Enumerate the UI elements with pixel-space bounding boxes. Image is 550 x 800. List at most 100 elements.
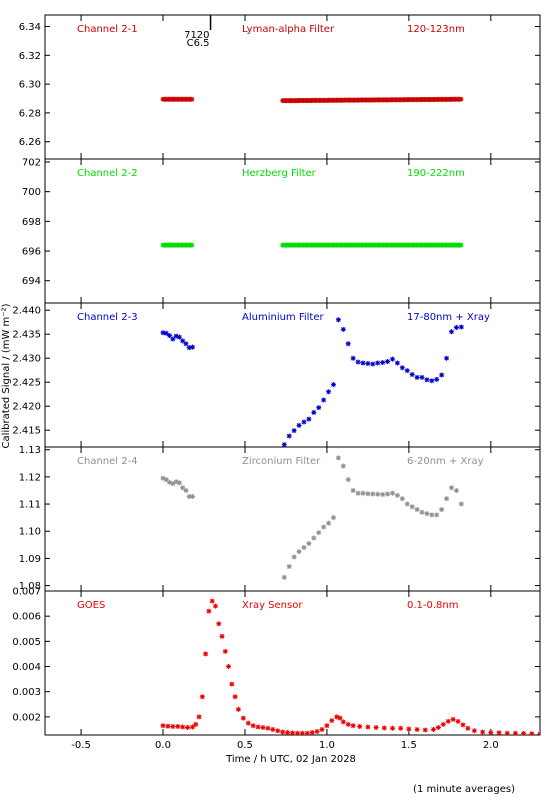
band-label: 120-123nm xyxy=(407,24,465,35)
data-point xyxy=(173,333,179,339)
data-point xyxy=(350,723,356,729)
data-point xyxy=(385,359,391,365)
panel-frame xyxy=(44,590,541,736)
y-tick-label: 2.435 xyxy=(12,330,41,341)
data-point xyxy=(414,506,420,512)
data-point xyxy=(335,455,341,461)
data-point xyxy=(296,549,302,555)
data-point xyxy=(357,723,363,729)
data-point xyxy=(429,512,435,518)
band-label: 0.1-0.8nm xyxy=(407,600,459,611)
data-point xyxy=(301,419,307,425)
data-point xyxy=(193,721,199,727)
chart-panel-5: 0.002 0.003 0.004 0.005 0.006 0.007 GOES Xray S… xyxy=(12,587,541,736)
data-points xyxy=(160,96,464,104)
data-point xyxy=(458,242,464,248)
y-tick-label: 0.006 xyxy=(12,612,41,623)
data-point xyxy=(229,681,235,687)
data-point xyxy=(448,485,454,491)
data-point xyxy=(444,355,450,361)
data-point xyxy=(424,511,430,517)
data-point xyxy=(444,496,450,502)
channel-label: GOES xyxy=(77,600,105,611)
data-point xyxy=(375,491,381,497)
data-point xyxy=(235,706,241,712)
filter-label: Aluminium Filter xyxy=(242,312,325,323)
data-point xyxy=(190,724,196,730)
data-point xyxy=(212,603,218,609)
data-point xyxy=(458,324,464,330)
data-point xyxy=(326,389,332,395)
data-point xyxy=(209,598,215,604)
y-tick-label: 0.004 xyxy=(12,662,41,673)
data-point xyxy=(458,501,464,507)
data-point xyxy=(180,485,186,491)
y-tick-label: 1.08 xyxy=(19,581,41,592)
data-point xyxy=(435,724,441,730)
data-point xyxy=(299,730,305,735)
data-point xyxy=(414,726,420,732)
y-tick-label: 1.10 xyxy=(19,527,41,538)
data-point xyxy=(304,730,310,735)
data-point xyxy=(291,554,297,560)
data-point xyxy=(330,515,336,521)
data-point xyxy=(453,487,459,493)
data-point xyxy=(340,326,346,332)
data-point xyxy=(355,359,361,365)
data-point xyxy=(309,729,315,735)
data-point xyxy=(434,512,440,518)
data-point xyxy=(232,694,238,700)
data-point xyxy=(324,723,330,729)
chart-panel-2: 694 696 698 700 702 Channel 2-2 Herzberg Filte… xyxy=(22,157,541,304)
data-point xyxy=(190,344,196,350)
data-point xyxy=(183,487,189,493)
data-point xyxy=(537,731,540,735)
data-point xyxy=(399,365,405,371)
data-point xyxy=(370,361,376,367)
data-point xyxy=(160,723,166,729)
data-point xyxy=(439,372,445,378)
data-point xyxy=(409,504,415,510)
data-point xyxy=(189,242,195,248)
data-point xyxy=(404,501,410,507)
data-point xyxy=(196,714,202,720)
data-point xyxy=(173,479,179,485)
data-point xyxy=(422,727,428,733)
data-point xyxy=(186,345,192,351)
data-point xyxy=(385,491,391,497)
x-tick-label: -0.5 xyxy=(71,740,91,751)
x-tick-label: 1.5 xyxy=(401,740,417,751)
data-point xyxy=(167,333,173,339)
chart-panel-1: 6.26 6.28 6.30 6.32 6.34 Channel 2-1 Lyman-alp… xyxy=(19,14,541,160)
data-point xyxy=(245,720,251,726)
data-point xyxy=(163,330,169,336)
data-point xyxy=(360,490,366,496)
shared-x-axis: -0.5 0.0 0.5 1.0 1.5 2.0 xyxy=(71,740,498,751)
y-tick-label: 6.34 xyxy=(19,22,41,33)
data-point xyxy=(311,409,317,415)
y-tick-label: 2.415 xyxy=(12,426,41,437)
data-point xyxy=(183,341,189,347)
y-tick-label: 2.430 xyxy=(12,354,41,365)
y-tick-label: 0.007 xyxy=(12,587,41,598)
averaging-footnote: (1 minute averages) xyxy=(413,784,515,795)
data-point xyxy=(445,718,451,724)
data-point xyxy=(281,442,287,447)
data-point xyxy=(399,496,405,502)
data-point xyxy=(419,374,425,380)
y-tick-label: 0.002 xyxy=(12,712,41,723)
data-point xyxy=(203,651,209,657)
data-point xyxy=(381,725,387,731)
data-point xyxy=(496,730,502,735)
data-point xyxy=(285,729,291,735)
chart-panel-4: 1.08 1.09 1.10 1.11 1.12 1.13 Channel 2-4 Zirco… xyxy=(19,445,541,592)
data-point xyxy=(398,725,404,731)
data-point xyxy=(394,360,400,366)
data-point xyxy=(316,530,322,536)
band-label: 6-20nm + Xray xyxy=(407,456,484,467)
data-point xyxy=(260,724,266,730)
data-point xyxy=(316,405,322,411)
data-point xyxy=(512,730,518,735)
data-point xyxy=(280,729,286,735)
